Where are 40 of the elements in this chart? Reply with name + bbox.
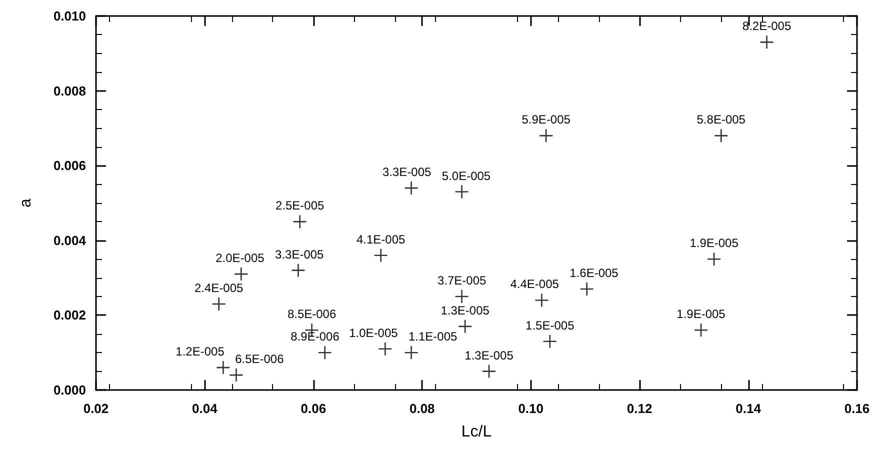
x-tick-label: 0.06	[300, 401, 326, 416]
y-tick-label: 0.002	[53, 308, 86, 323]
annotation: 8.9E-006	[290, 330, 340, 344]
x-axis-title: Lc/L	[461, 424, 492, 440]
x-tick-label: 0.12	[626, 401, 652, 416]
annotation: 4.4E-005	[510, 277, 560, 292]
y-tick-label: 0.008	[53, 83, 86, 98]
annotation: 1.6E-005	[570, 266, 619, 280]
annotation: 5.9E-005	[522, 112, 571, 127]
annotation: 1.3E-005	[464, 348, 514, 362]
annotation: 6.5E-006	[235, 352, 284, 366]
annotation: 1.0E-005	[349, 326, 398, 340]
annotation: 8.5E-006	[287, 307, 336, 322]
annotation: 1.3E-005	[440, 303, 490, 318]
annotation: 3.7E-005	[437, 274, 486, 288]
annotation: 1.9E-005	[690, 236, 739, 250]
y-axis-title: a	[18, 198, 34, 208]
annotation: 3.3E-005	[382, 165, 432, 180]
x-tick-label: 0.14	[736, 401, 762, 416]
x-tick-label: 0.16	[844, 401, 870, 416]
annotation: 1.1E-005	[408, 330, 458, 344]
annotation: 5.0E-005	[442, 168, 491, 183]
y-tick-label: 0.010	[53, 8, 86, 24]
x-tick-label: 0.04	[192, 401, 218, 416]
annotation: 5.8E-005	[696, 112, 746, 127]
annotation: 1.9E-005	[676, 307, 726, 322]
annotation: 1.5E-005	[526, 318, 575, 332]
y-tick-label: 0.006	[53, 158, 86, 174]
annotation: 1.2E-005	[176, 344, 225, 359]
annotation: 2.4E-005	[194, 280, 244, 295]
annotation: 3.3E-005	[275, 247, 324, 262]
x-tick-label: 0.10	[518, 401, 544, 416]
annotation: 8.2E-005	[742, 19, 792, 34]
annotation: 2.5E-005	[275, 198, 325, 213]
annotation: 2.0E-005	[216, 251, 265, 266]
y-tick-label: 0.004	[53, 232, 87, 248]
y-tick-label: 0.000	[53, 382, 86, 398]
x-tick-label: 0.02	[83, 401, 109, 416]
annotation: 4.1E-005	[356, 232, 406, 246]
x-tick-label: 0.08	[409, 401, 435, 416]
